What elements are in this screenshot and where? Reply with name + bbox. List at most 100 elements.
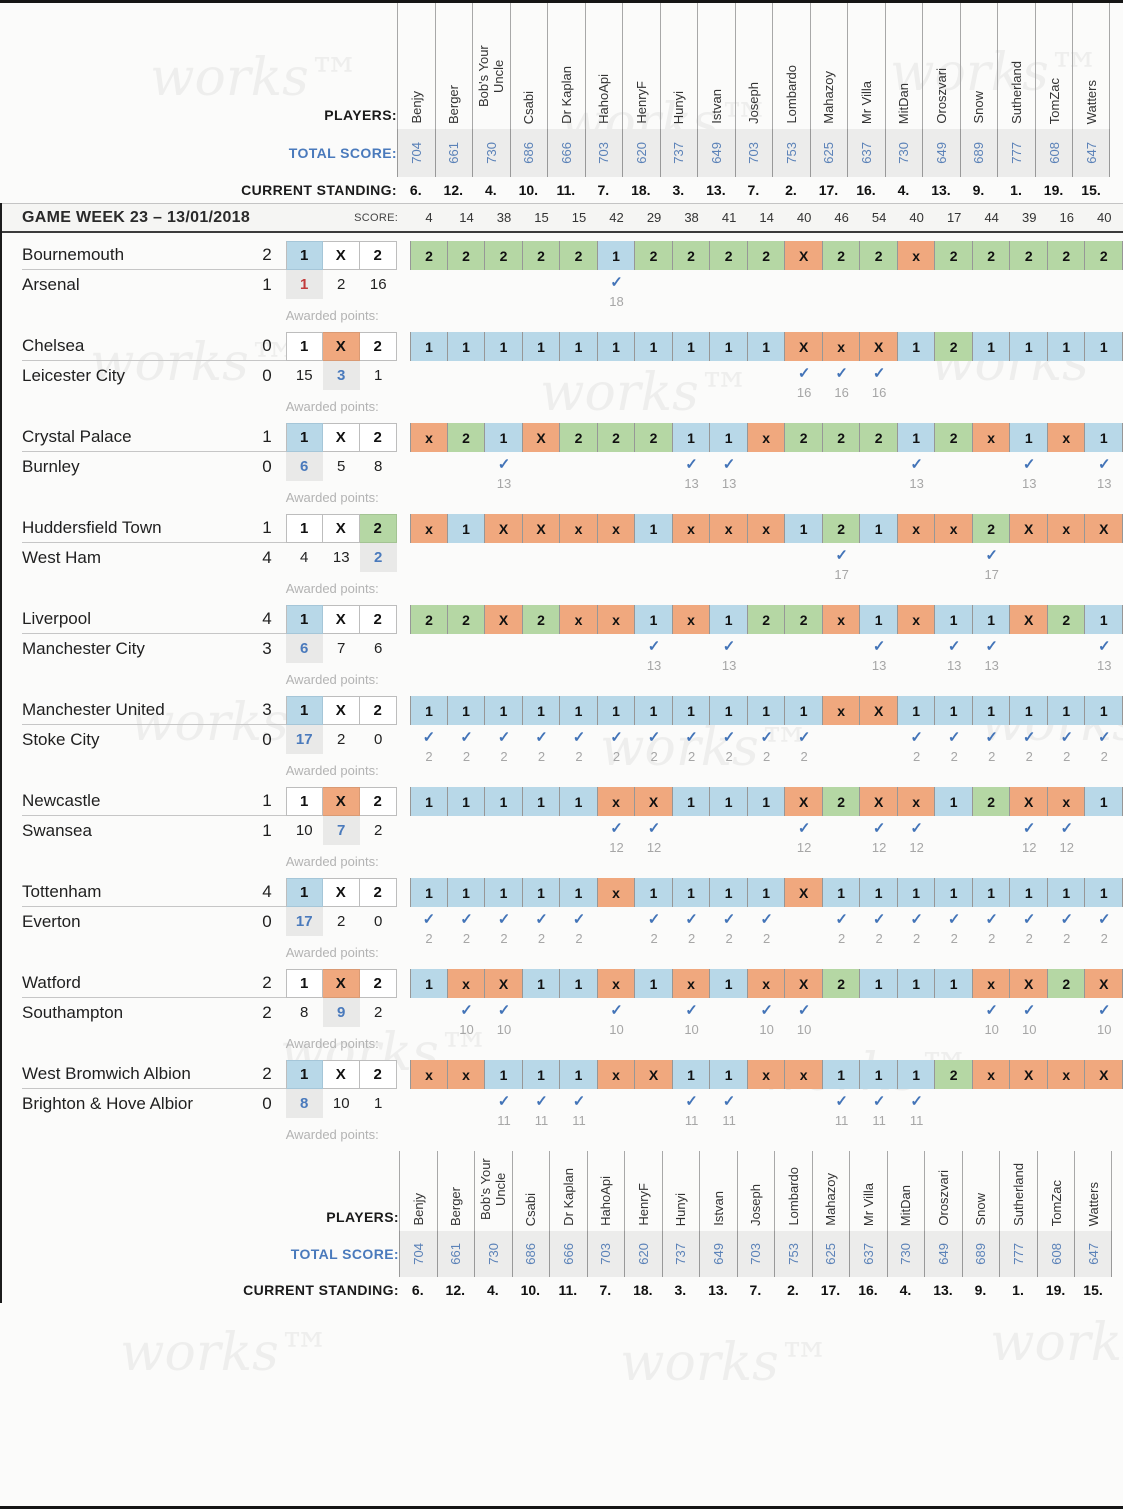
player-name: Istvan bbox=[708, 89, 724, 124]
awarded-points-value: 13 bbox=[1021, 476, 1037, 491]
awarded-points-value: 2 bbox=[650, 931, 658, 946]
player-name-col: Lombardo bbox=[774, 1151, 812, 1231]
prediction-cell: 1 bbox=[897, 423, 936, 452]
prediction-cell: x bbox=[710, 514, 748, 543]
standing-value: 16. bbox=[856, 182, 876, 198]
awarded-points-value: 2 bbox=[913, 931, 921, 946]
total-score-value: 608 bbox=[1048, 1243, 1064, 1265]
correct-checkmark bbox=[1048, 1089, 1086, 1113]
prediction-cell: 1 bbox=[710, 605, 748, 634]
awarded-points-value bbox=[560, 1022, 598, 1042]
total-score-value: 703 bbox=[598, 1243, 614, 1265]
player-name-col: Istvan bbox=[697, 3, 735, 129]
week-score-value: 29 bbox=[646, 210, 662, 225]
prediction-cell: 1 bbox=[1047, 878, 1086, 907]
prediction-cell: 1 bbox=[447, 787, 486, 816]
prediction-cell: 1 bbox=[485, 423, 523, 452]
awarded-points-value bbox=[898, 294, 936, 314]
total-score-cell: 666 bbox=[549, 1231, 587, 1277]
correct-checkmark bbox=[1085, 543, 1123, 567]
prediction-cell: 1 bbox=[485, 1060, 523, 1089]
awarded-points-value bbox=[710, 385, 748, 405]
awarded-points-label: Awarded points: bbox=[285, 1036, 379, 1051]
prediction-cell: x bbox=[597, 1060, 636, 1089]
standing-value: 12. bbox=[445, 1282, 465, 1298]
prediction-cell: 1 bbox=[897, 969, 936, 998]
awarded-points-value: 2 bbox=[500, 749, 508, 764]
footer-total-score-row: TOTAL SCORE: 704 661 730 686 666 703 620 737 649… bbox=[2, 1231, 1123, 1277]
standing-value: 7. bbox=[597, 182, 610, 198]
awarded-points-value bbox=[598, 385, 636, 405]
prediction-cell: 1 bbox=[972, 605, 1011, 634]
correct-checkmark bbox=[785, 907, 823, 931]
away-team-score: 0 bbox=[262, 456, 272, 476]
prediction-cell: 2 bbox=[935, 241, 973, 270]
player-name: Mr Villa bbox=[860, 1182, 876, 1226]
awarded-points-value bbox=[560, 385, 598, 405]
prediction-cell: X bbox=[1010, 787, 1048, 816]
footer-section: PLAYERS: Benjy Berger Bob's Your Uncle Csab… bbox=[2, 1151, 1123, 1303]
prediction-cell: 1 bbox=[672, 787, 711, 816]
correct-checkmark: ✓ bbox=[535, 1093, 548, 1110]
correct-checkmark: ✓ bbox=[985, 1002, 998, 1019]
prediction-cell: X bbox=[485, 969, 523, 998]
awarded-points-value bbox=[1085, 294, 1123, 314]
prediction-cell: x bbox=[972, 969, 1011, 998]
total-score-cell: 704 bbox=[399, 1231, 437, 1277]
prediction-cell: x bbox=[1047, 423, 1086, 452]
standing-value: 2. bbox=[787, 1282, 799, 1298]
total-score-value: 689 bbox=[971, 142, 987, 164]
correct-checkmark: ✓ bbox=[1097, 911, 1111, 928]
prediction-cell: X bbox=[635, 1060, 673, 1089]
outcome-cell: 1 bbox=[285, 787, 323, 816]
prediction-cell: x bbox=[897, 605, 936, 634]
outcome-cell: 1 bbox=[285, 241, 323, 270]
total-score-value: 703 bbox=[746, 142, 762, 164]
prediction-cell: x bbox=[1047, 1060, 1086, 1089]
total-score-value: 661 bbox=[448, 1243, 464, 1265]
awarded-points-value: 2 bbox=[650, 749, 658, 764]
player-name-col: Mr Villa bbox=[847, 3, 885, 129]
correct-checkmark: ✓ bbox=[610, 820, 623, 837]
correct-checkmark bbox=[598, 361, 636, 385]
awarded-points-value: 16 bbox=[871, 385, 887, 400]
player-name: Hunyi bbox=[673, 1192, 689, 1226]
player-name-col: TomZac bbox=[1034, 3, 1073, 129]
match-teams: West Bromwich Albion 2 Brighton & Hove A… bbox=[2, 1060, 286, 1142]
awarded-points-value bbox=[635, 1022, 673, 1042]
awarded-points-value bbox=[673, 567, 711, 587]
total-score-cell: 686 bbox=[511, 1231, 550, 1277]
awarded-points-value: 13 bbox=[1097, 476, 1112, 491]
correct-checkmark: ✓ bbox=[722, 911, 736, 928]
points-row: 18 bbox=[410, 294, 1123, 314]
prediction-cell: x bbox=[972, 423, 1011, 452]
player-name: Bob's Your Uncle bbox=[476, 45, 507, 107]
prediction-cell: 1 bbox=[710, 1060, 748, 1089]
outcome-cell: 2 bbox=[359, 1060, 397, 1089]
prediction-cell: x bbox=[597, 787, 636, 816]
prediction-cell: 1 bbox=[1010, 696, 1048, 725]
prediction-cell: 2 bbox=[635, 241, 673, 270]
total-score-value: 620 bbox=[633, 142, 649, 164]
awarded-points-value bbox=[485, 385, 523, 405]
correct-checkmark bbox=[748, 634, 786, 658]
awarded-points-value bbox=[973, 294, 1011, 314]
awarded-points-value bbox=[1085, 385, 1123, 405]
correct-checkmark bbox=[973, 452, 1011, 476]
prediction-cell: 2 bbox=[710, 241, 748, 270]
pick-count: 1 bbox=[374, 1095, 383, 1112]
awarded-points-value: 10 bbox=[496, 1022, 512, 1037]
correct-checkmark bbox=[935, 816, 973, 840]
home-team-name: Manchester United bbox=[22, 700, 165, 719]
correct-checkmark bbox=[1048, 361, 1086, 385]
standing-value: 3. bbox=[672, 182, 685, 198]
prediction-cell: 1 bbox=[410, 696, 448, 725]
prediction-cell: X bbox=[522, 423, 561, 452]
